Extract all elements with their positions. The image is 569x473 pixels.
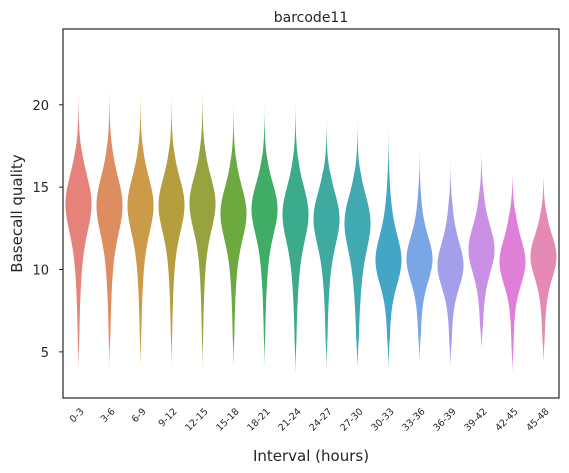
y-tick-label: 20: [32, 99, 49, 114]
y-ticks: 5 10 15 20: [32, 99, 63, 361]
x-ticks: 0-3 3-6 6-9 9-12 12-15 15-18 18-21 21-24 24-27 27…: [68, 406, 552, 433]
x-tick-label: 3-6: [99, 406, 118, 425]
violin-24-27: [313, 117, 340, 371]
x-tick-label: 27-30: [338, 406, 365, 433]
violin-21-24: [282, 96, 309, 375]
x-tick-label: 6-9: [130, 406, 149, 425]
x-tick-label: 0-3: [68, 406, 87, 425]
violin-9-12: [158, 91, 185, 369]
y-tick-label: 5: [41, 346, 49, 361]
x-tick-label: 21-24: [276, 406, 303, 433]
x-tick-label: 36-39: [431, 406, 458, 433]
x-axis-label: Interval (hours): [253, 447, 369, 465]
plot-frame: [62, 28, 560, 399]
violin-42-45: [499, 172, 526, 374]
violin-12-15: [189, 85, 216, 372]
chart-title: barcode11: [274, 10, 349, 26]
violin-3-6: [96, 85, 123, 369]
x-tick-label: 45-48: [524, 406, 551, 433]
violin-45-48: [530, 172, 557, 364]
violin-0-3: [65, 91, 92, 372]
x-tick-label: 24-27: [307, 406, 334, 433]
y-tick-label: 10: [32, 264, 49, 279]
x-tick-label: 15-18: [214, 406, 241, 433]
violin-30-33: [375, 111, 402, 369]
violin-27-30: [344, 117, 371, 369]
y-axis-label: Basecall quality: [8, 154, 26, 273]
x-tick-label: 18-21: [245, 406, 272, 433]
x-tick-label: 9-12: [157, 406, 180, 429]
x-tick-label: 30-33: [369, 406, 396, 433]
x-tick-label: 39-42: [462, 406, 489, 433]
x-tick-label: 12-15: [183, 406, 210, 433]
violin-36-39: [437, 157, 464, 367]
violin-33-36: [406, 139, 433, 362]
x-tick-label: 42-45: [493, 406, 520, 433]
violin-15-18: [220, 101, 247, 369]
x-tick-label: 33-36: [400, 406, 427, 433]
violin-6-9: [127, 88, 154, 369]
violin-18-21: [251, 101, 278, 369]
y-tick-label: 15: [32, 181, 49, 196]
violin-39-42: [468, 149, 495, 349]
violin-group: [65, 85, 557, 375]
